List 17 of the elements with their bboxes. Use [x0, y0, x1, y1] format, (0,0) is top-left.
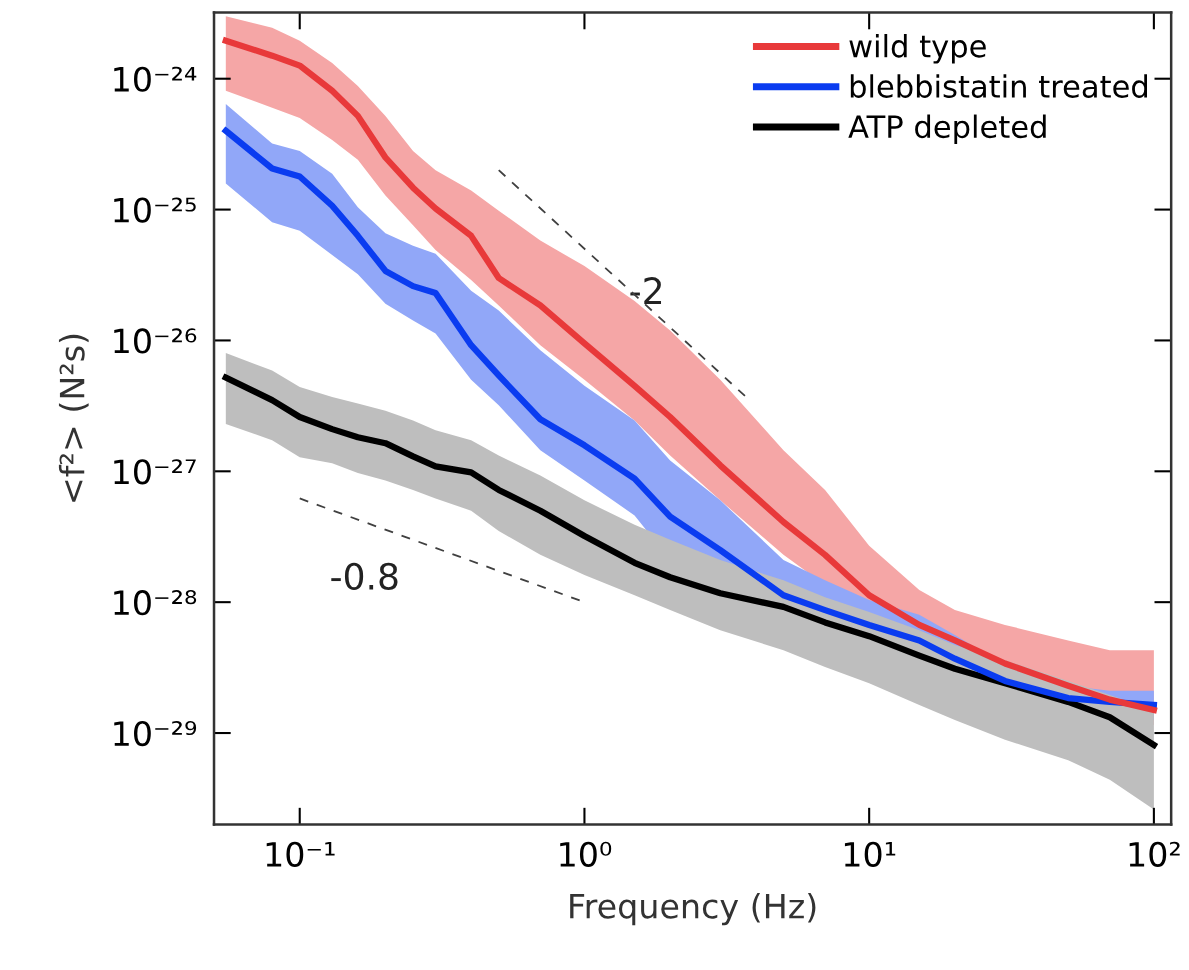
y-tick-label: 10⁻²⁵ — [114, 197, 196, 223]
y-tick-label: 10⁻²⁷ — [114, 459, 196, 485]
legend-label: ATP depleted — [848, 114, 1046, 145]
x-axis-title: Frequency (Hz) — [570, 892, 816, 926]
x-tick-label: 10⁻¹ — [266, 841, 335, 867]
y-tick-label: 10⁻²⁴ — [114, 66, 197, 92]
legend-label: wild type — [849, 34, 986, 64]
legend-label: blebbistatin treated — [850, 74, 1147, 98]
annotation: -2 — [630, 277, 662, 304]
y-axis-title: <f²> (N²s) — [58, 334, 89, 502]
x-tick-label: 10² — [1129, 841, 1180, 867]
y-tick-label: 10⁻²⁹ — [114, 720, 197, 747]
x-tick-label: 10¹ — [844, 841, 896, 867]
y-tick-label: 10⁻²⁶ — [114, 328, 197, 354]
x-tick-label: 10⁰ — [560, 841, 612, 867]
annotation: -0.8 — [331, 562, 398, 591]
y-tick-label: 10⁻²⁸ — [114, 590, 197, 616]
